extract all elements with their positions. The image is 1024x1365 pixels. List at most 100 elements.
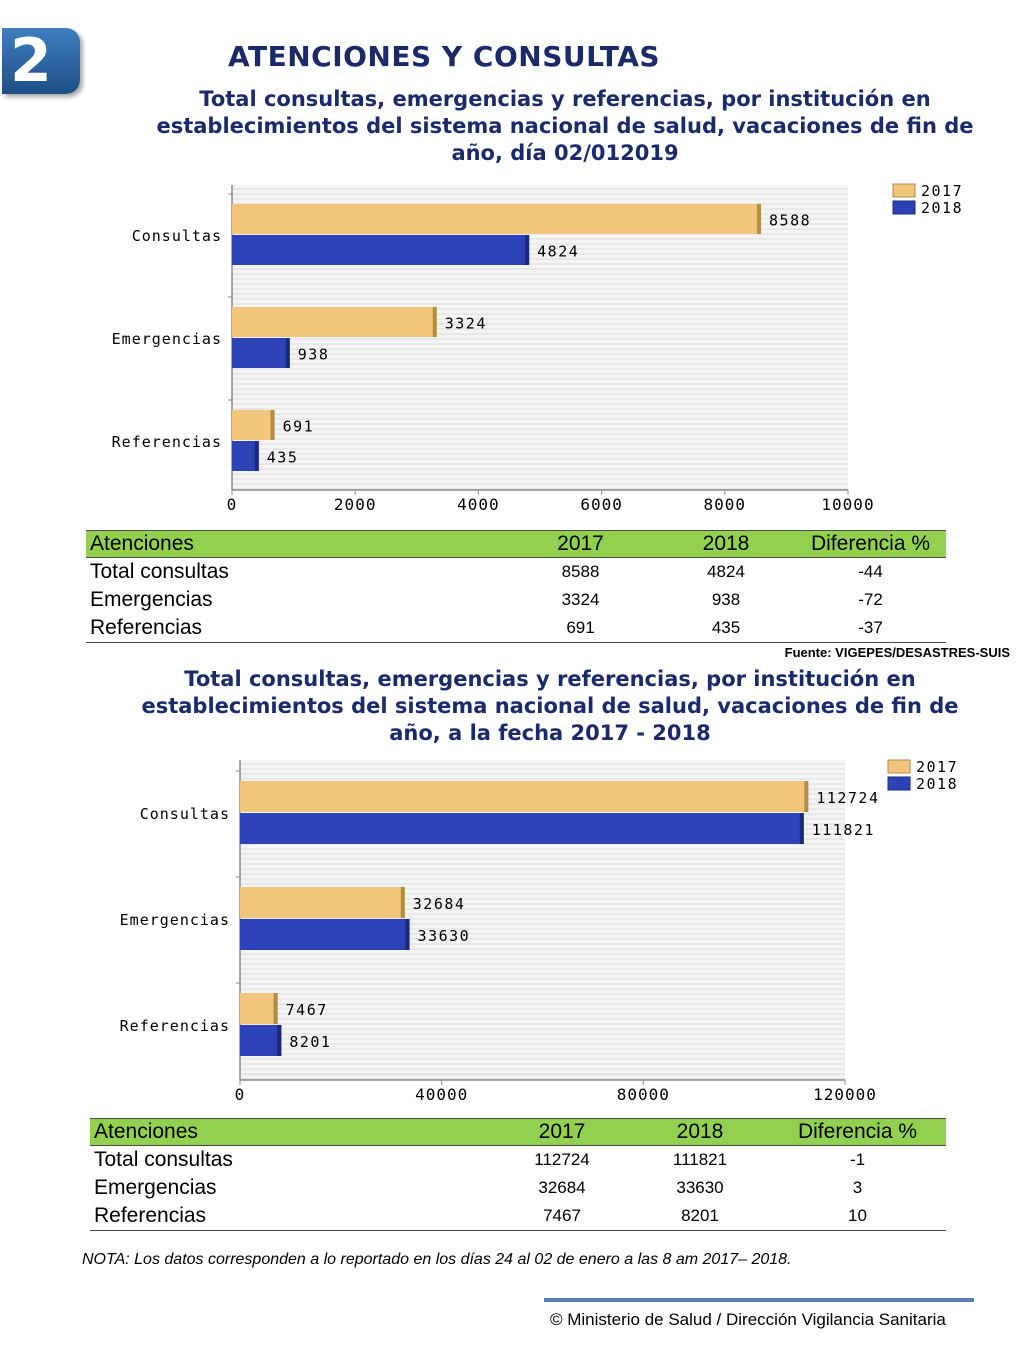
cell-2018: 4824 bbox=[707, 562, 745, 581]
col-header-2018: 2018 bbox=[631, 1118, 769, 1146]
table-header-row: Atenciones 2017 2018 Diferencia % bbox=[90, 1118, 946, 1146]
chart-1-title: Total consultas, emergencias y referenci… bbox=[156, 87, 974, 165]
legend-label: 2018 bbox=[921, 199, 963, 217]
bar-edge bbox=[799, 813, 804, 844]
x-tick-label: 0 bbox=[235, 1085, 246, 1104]
data-label: 32684 bbox=[413, 895, 466, 913]
legend-swatch bbox=[892, 183, 916, 198]
row-label: Referencias bbox=[86, 614, 504, 643]
cell-2018: 111821 bbox=[672, 1150, 728, 1169]
footer-credit: © Ministerio de Salud / Dirección Vigila… bbox=[550, 1310, 946, 1329]
cell-2017: 7467 bbox=[493, 1202, 631, 1231]
category-label: Referencias bbox=[112, 433, 222, 451]
legend-label: 2017 bbox=[916, 758, 958, 776]
bar-2018 bbox=[240, 919, 410, 950]
bar-2017 bbox=[232, 307, 437, 337]
table-header-row: Atenciones 2017 2018 Diferencia % bbox=[86, 530, 946, 558]
data-label: 691 bbox=[283, 418, 315, 436]
footer-divider bbox=[544, 1298, 974, 1302]
cell-2018: 435 bbox=[657, 614, 795, 643]
category-label: Emergencias bbox=[120, 911, 230, 929]
data-label: 8588 bbox=[769, 212, 811, 230]
bar-edge bbox=[273, 993, 278, 1024]
data-label: 33630 bbox=[418, 927, 471, 945]
col-header-atenciones: Atenciones bbox=[90, 1118, 493, 1146]
col-header-2017: 2017 bbox=[493, 1118, 631, 1146]
category-label: Consultas bbox=[132, 227, 222, 245]
bar-edge bbox=[432, 307, 437, 337]
bar-edge bbox=[405, 919, 410, 950]
cell-diferencia: -72 bbox=[858, 590, 883, 609]
col-header-2018: 2018 bbox=[657, 530, 795, 558]
col-header-atenciones: Atenciones bbox=[86, 530, 504, 558]
x-tick-label: 4000 bbox=[457, 495, 500, 514]
bar-2017 bbox=[232, 204, 762, 234]
cell-2017: 8588 bbox=[561, 562, 600, 581]
category-label: Emergencias bbox=[112, 330, 222, 348]
col-header-2017: 2017 bbox=[504, 530, 657, 558]
bar-edge bbox=[400, 887, 405, 918]
table-2: Atenciones 2017 2018 Diferencia % Total … bbox=[90, 1118, 946, 1231]
data-label: 4824 bbox=[537, 243, 579, 261]
table-row: Total consultas 112724 111821 -1 bbox=[90, 1146, 946, 1175]
chart-2-title: Total consultas, emergencias y referenci… bbox=[141, 667, 959, 745]
row-label: Total consultas bbox=[94, 1148, 233, 1171]
chart-2: 0 40000 80000 120000 Consultas 112724 111821 Em… bbox=[120, 758, 958, 1104]
data-note: NOTA: Los datos corresponden a lo report… bbox=[82, 1251, 792, 1268]
x-tick-label: 0 bbox=[227, 495, 238, 514]
data-label: 8201 bbox=[289, 1033, 331, 1051]
col-header-diferencia: Diferencia % bbox=[769, 1118, 946, 1146]
legend-label: 2018 bbox=[916, 775, 958, 793]
cell-2017: 112724 bbox=[534, 1150, 590, 1169]
bar-edge bbox=[525, 235, 530, 265]
x-tick-label: 10000 bbox=[821, 495, 874, 514]
x-tick-label: 2000 bbox=[334, 495, 377, 514]
row-label: Referencias bbox=[90, 1202, 493, 1231]
cell-diferencia: -1 bbox=[849, 1150, 866, 1169]
data-label: 111821 bbox=[812, 821, 875, 839]
bar-2017 bbox=[240, 993, 278, 1024]
row-label: Total consultas bbox=[90, 560, 229, 583]
data-label: 3324 bbox=[445, 315, 487, 333]
bar-2018 bbox=[232, 235, 530, 265]
row-label: Emergencias bbox=[94, 1176, 217, 1199]
cell-2017: 3324 bbox=[561, 590, 600, 609]
bar-2018 bbox=[232, 338, 290, 368]
bar-edge bbox=[757, 204, 762, 234]
bar-edge bbox=[277, 1025, 282, 1056]
bar-edge bbox=[804, 781, 809, 812]
table-row: Referencias 691 435 -37 bbox=[86, 614, 946, 643]
bar-edge bbox=[285, 338, 290, 368]
bar-2018 bbox=[240, 1025, 282, 1056]
data-label: 112724 bbox=[816, 789, 879, 807]
category-label: Referencias bbox=[120, 1017, 230, 1035]
table-1: Atenciones 2017 2018 Diferencia % Total … bbox=[86, 530, 946, 643]
col-header-diferencia: Diferencia % bbox=[795, 530, 946, 558]
legend-swatch bbox=[887, 759, 911, 774]
table-row: Referencias 7467 8201 10 bbox=[90, 1202, 946, 1231]
cell-diferencia: -37 bbox=[795, 614, 946, 643]
table-row: Total consultas 8588 4824 -44 bbox=[86, 558, 946, 587]
table-row: Emergencias 32684 33630 3 bbox=[90, 1174, 946, 1202]
x-tick-label: 40000 bbox=[415, 1085, 468, 1104]
bar-edge bbox=[254, 441, 259, 471]
legend-label: 2017 bbox=[921, 182, 963, 200]
data-label: 435 bbox=[267, 449, 299, 467]
cell-diferencia: 3 bbox=[852, 1178, 863, 1197]
chart-1: 0 2000 4000 6000 8000 10000 Consultas 8588 4824 E… bbox=[112, 182, 963, 514]
bar-2017 bbox=[240, 781, 809, 812]
bar-2018 bbox=[240, 813, 804, 844]
x-tick-label: 6000 bbox=[580, 495, 623, 514]
legend-swatch bbox=[887, 776, 911, 791]
cell-diferencia: -44 bbox=[858, 562, 883, 581]
cell-2017: 32684 bbox=[538, 1178, 586, 1197]
section-number: 2 bbox=[10, 26, 52, 96]
cell-2018: 938 bbox=[711, 590, 741, 609]
bar-2017 bbox=[232, 410, 275, 440]
cell-2017: 691 bbox=[504, 614, 657, 643]
section-number-badge: 2 bbox=[2, 26, 80, 96]
category-label: Consultas bbox=[140, 805, 230, 823]
x-tick-label: 8000 bbox=[704, 495, 747, 514]
row-label: Emergencias bbox=[90, 588, 213, 611]
page-title: ATENCIONES Y CONSULTAS bbox=[228, 40, 661, 73]
